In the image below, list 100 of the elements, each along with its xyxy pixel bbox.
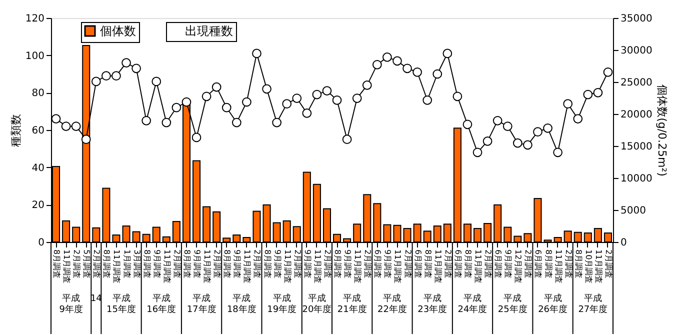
point: [122, 58, 131, 68]
x-tick-label: 9月調査: [302, 250, 312, 279]
point: [352, 94, 362, 103]
point: [242, 97, 252, 107]
point: [222, 102, 232, 112]
y-tick-label: 120: [25, 14, 44, 24]
text: 平成 22年度: [377, 293, 407, 315]
x-tick-label: 2月調査: [564, 250, 573, 279]
point: [583, 90, 593, 100]
y-tick-label: 20: [32, 200, 44, 212]
point: [152, 76, 162, 86]
text: 平成 21年度: [337, 293, 367, 315]
point: [212, 82, 222, 92]
x-tick-label: 6月調査: [413, 250, 422, 279]
x-tick-label: 10月調査: [584, 250, 593, 284]
point: [182, 97, 192, 107]
point: [292, 94, 302, 103]
point: [523, 140, 532, 150]
point: [372, 60, 382, 70]
x-tick-label: 2月調査: [484, 250, 493, 279]
x-tick-label: 9月調査: [343, 250, 352, 279]
x-tick-label: 11月調査: [162, 250, 172, 284]
x-tick-label: 8月調査: [423, 250, 432, 279]
x-tick-label: 12月調査: [514, 250, 523, 284]
y-tick-label: 60: [32, 126, 44, 136]
point: [432, 69, 442, 79]
x-tick-label: 11月調査: [282, 250, 292, 284]
y-tick-label: 100: [25, 50, 44, 62]
x-tick-label: 11月調査: [594, 250, 603, 284]
x-tick-label: 6月調査: [373, 250, 382, 279]
x-tick-label: 9月調査: [272, 250, 282, 279]
x-tick-label: 11月調査: [312, 250, 322, 284]
text: 平成 26年度: [538, 293, 568, 315]
x-tick-label: 8月調査: [52, 250, 62, 279]
x-tick-label: 8月調査: [102, 250, 112, 279]
point: [312, 90, 322, 100]
y-tick-label: 40: [32, 162, 44, 174]
x-tick-label: 9月調査: [152, 250, 162, 279]
text: 平成 16年度: [146, 293, 176, 315]
y-axis-title: 種類数: [9, 114, 22, 147]
x-tick-label: 2月調査: [322, 250, 332, 279]
y2-tick-label: 20000: [620, 110, 652, 120]
point: [272, 118, 282, 128]
x-tick-label: 3月調査: [132, 250, 142, 279]
point: [412, 67, 422, 77]
x-tick-label: 6月調査: [534, 250, 543, 279]
point: [61, 122, 71, 131]
point: [492, 116, 502, 126]
x-tick-label: 6月調査: [453, 250, 462, 279]
y-tick-label: 80: [32, 88, 44, 100]
x-tick-label: 2月調査: [72, 250, 82, 279]
x-tick-label: 2月調査: [172, 250, 182, 279]
point: [342, 134, 352, 144]
y2-tick-label: 15000: [620, 142, 652, 152]
x-tick-label: 2月調査: [524, 250, 533, 279]
x-tick-label: 2月調査: [292, 250, 302, 279]
point: [102, 71, 111, 81]
point: [543, 123, 552, 133]
text: 平成 15年度: [106, 293, 136, 315]
text: 平成 25年度: [498, 293, 528, 315]
x-tick-label: 9月調査: [232, 250, 242, 279]
point: [382, 52, 392, 62]
legend-label: 個体数: [100, 24, 136, 38]
x-tick-label: 11月調査: [393, 250, 402, 284]
x-tick-label: 9月調査: [504, 250, 513, 279]
text: 出現種数: [185, 24, 233, 38]
text: 平成 20年度: [302, 293, 332, 315]
x-tick-label: 11月調査: [474, 250, 483, 284]
point: [402, 64, 412, 74]
point: [603, 67, 613, 77]
x-tick-label: 8月調査: [222, 250, 232, 279]
point: [262, 84, 272, 94]
text: 平成 19年度: [267, 293, 297, 315]
point: [502, 122, 512, 131]
point: [302, 108, 312, 118]
point: [482, 136, 492, 146]
point: [462, 120, 472, 130]
x-tick-label: 6月調査: [494, 250, 503, 279]
x-tick-label: 11月調査: [433, 250, 442, 284]
point: [472, 148, 482, 158]
x-tick-label: 8月調査: [182, 250, 192, 279]
point: [172, 102, 182, 112]
point: [132, 64, 141, 74]
point: [533, 127, 542, 137]
point: [512, 138, 522, 148]
point: [51, 114, 61, 124]
point: [112, 71, 121, 81]
y2-tick-label: 0: [620, 238, 627, 248]
x-tick-label: 8月調査: [333, 250, 342, 279]
x-tick-label: 11月調査: [62, 250, 72, 284]
point: [593, 88, 603, 98]
x-tick-label: 1月調査: [122, 250, 132, 279]
x-tick-label: 2月調査: [252, 250, 262, 279]
y2-axis-title: 個体数(g/0.25m²): [655, 84, 668, 176]
x-tick-label: 8月調査: [262, 250, 272, 279]
text: 平成 9年度: [59, 293, 83, 315]
point: [162, 118, 172, 128]
x-tick-label: 5月調査: [82, 250, 92, 279]
point: [282, 99, 292, 109]
y2-tick-label: 5000: [620, 206, 646, 216]
